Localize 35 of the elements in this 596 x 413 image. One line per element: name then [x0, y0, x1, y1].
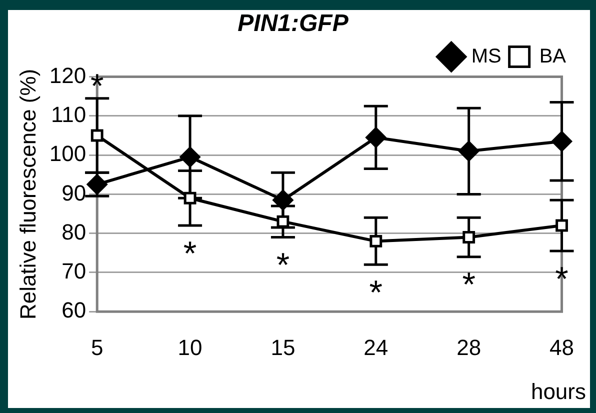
- point: [552, 131, 572, 152]
- y-tick-label: 100: [49, 141, 86, 166]
- point: [184, 192, 196, 204]
- annotation: *: [183, 234, 197, 273]
- x-tick-label: 28: [456, 334, 482, 360]
- x-tick-label: 24: [364, 334, 388, 360]
- annotation: *: [555, 260, 568, 298]
- annotation: *: [462, 266, 476, 304]
- y-tick-label: 70: [62, 258, 86, 284]
- point: [462, 231, 476, 244]
- point: [272, 190, 294, 210]
- y-axis-title: Relative fluorescence (%): [15, 68, 40, 320]
- point: [90, 129, 104, 142]
- y-tick-label: 80: [62, 219, 86, 244]
- point: [370, 234, 382, 248]
- point: [180, 146, 200, 168]
- point: [458, 140, 480, 162]
- x-tick-label: 10: [178, 334, 202, 360]
- x-tick-label: 48: [550, 334, 574, 360]
- y-tick-label: 90: [62, 180, 86, 206]
- y-tick-label: 120: [49, 62, 86, 88]
- legend-label: MS: [471, 45, 502, 68]
- chart-title: PIN1:GFP: [238, 10, 350, 38]
- point: [276, 215, 290, 228]
- point: [556, 219, 568, 232]
- annotation: *: [276, 246, 290, 285]
- legend-label: BA: [539, 45, 567, 68]
- x-axis-title: hours: [530, 379, 586, 404]
- x-tick-label: 15: [270, 334, 296, 360]
- y-tick-label: 110: [51, 102, 86, 127]
- annotation: *: [369, 274, 383, 312]
- annotation: *: [90, 68, 104, 106]
- x-tick-label: 5: [90, 334, 104, 360]
- point: [366, 127, 386, 148]
- y-tick-label: 60: [62, 298, 86, 323]
